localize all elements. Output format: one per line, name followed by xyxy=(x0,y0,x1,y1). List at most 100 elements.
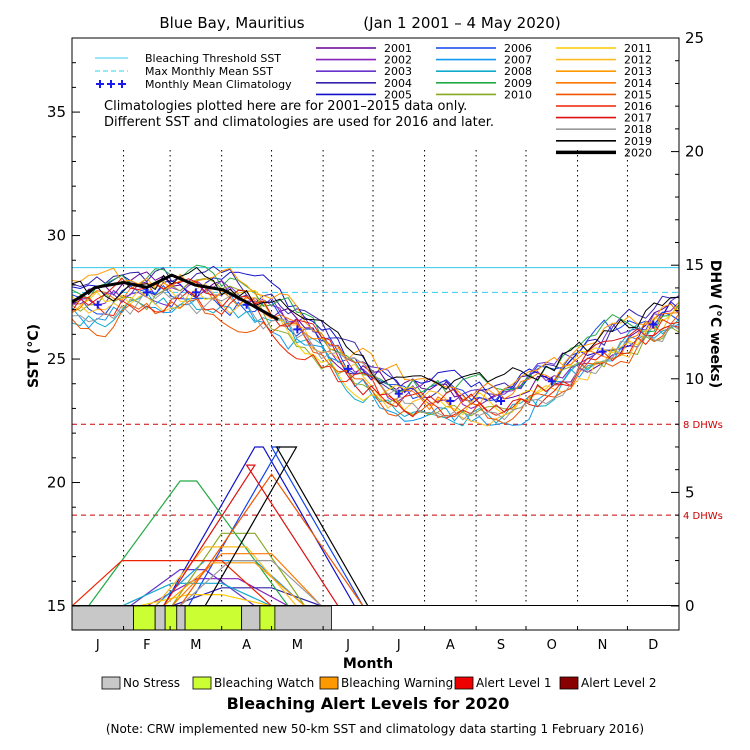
legend-year-label: 2015 xyxy=(624,88,652,101)
legend-label: Bleaching Threshold SST xyxy=(145,52,281,65)
x-tick-label: A xyxy=(446,638,455,653)
y-left-tick-label: 15 xyxy=(47,597,66,615)
dhw-line-2016 xyxy=(72,559,679,606)
climatology-marker xyxy=(497,397,506,406)
sst-line-2008 xyxy=(72,291,679,427)
x-tick-label: J xyxy=(345,638,350,653)
footnote: (Note: CRW implemented new 50-km SST and… xyxy=(105,722,645,736)
x-tick-label: M xyxy=(190,638,201,653)
legend-climatology-marker xyxy=(96,80,104,88)
alert-legend-label: Bleaching Watch xyxy=(214,676,314,690)
legend-label: Monthly Mean Climatology xyxy=(145,78,292,91)
sst-line-2007 xyxy=(72,292,679,427)
legend-year-label: 2004 xyxy=(384,77,412,90)
alert-segment xyxy=(259,605,276,631)
sst-line-2018 xyxy=(72,288,679,421)
sst-line-2014 xyxy=(72,280,679,413)
legend-climatology-marker xyxy=(118,80,126,88)
legend-year-label: 2009 xyxy=(504,77,532,90)
alert-legend-label: Alert Level 2 xyxy=(581,676,657,690)
dhw-threshold-label: 8 DHWs xyxy=(683,420,723,431)
sst-line-2015 xyxy=(72,298,679,425)
y-right-tick-label: 20 xyxy=(685,143,704,161)
alert-level-legend: No Stress Bleaching Watch Bleaching Warnin… xyxy=(101,676,657,690)
legend-year-label: 2016 xyxy=(624,100,652,113)
dhw-series-lines xyxy=(72,446,679,606)
legend-year-label: 2020 xyxy=(624,146,652,159)
chart-title: Blue Bay, Mauritius xyxy=(159,14,304,32)
dhw-line-2002 xyxy=(72,578,679,606)
x-tick-label: D xyxy=(648,638,658,653)
y-left-tick-label: 30 xyxy=(47,227,66,245)
y-right-tick-label: 5 xyxy=(685,483,695,501)
climatology-marker xyxy=(293,325,302,334)
x-axis-label: Month xyxy=(343,656,393,672)
dhw-line-2018 xyxy=(72,559,679,606)
x-tick-label: O xyxy=(547,638,557,653)
alert-segment xyxy=(71,605,134,631)
alert-legend-swatch xyxy=(559,676,579,690)
dhw-line-2003 xyxy=(72,568,679,606)
legend-year-label: 2001 xyxy=(384,42,412,55)
legend-year-label: 2007 xyxy=(504,54,532,67)
x-tick-label: J xyxy=(396,638,401,653)
climatology-note-line-2: Different SST and climatologies are used… xyxy=(104,115,494,130)
climatology-marker xyxy=(649,320,658,329)
x-tick-label: M xyxy=(292,638,303,653)
climatology-marker xyxy=(394,389,403,398)
alert-legend-label: Alert Level 1 xyxy=(476,676,552,690)
y-right-tick-label: 10 xyxy=(685,370,704,388)
legend-year-label: 2005 xyxy=(384,88,412,101)
dhw-line-2013 xyxy=(72,562,679,606)
sst-series-lines xyxy=(72,264,679,427)
dhw-line-2012 xyxy=(72,546,679,606)
legend-year-label: 2017 xyxy=(624,112,652,125)
legend-year-label: 2013 xyxy=(624,65,652,78)
axes: J F M A M J J A S O N D 15 20 25 30 35 0 5 10 15 20 25 xyxy=(47,29,704,653)
alert-segment xyxy=(133,605,156,631)
alert-legend-swatch xyxy=(319,676,339,690)
dhw-line-2005 xyxy=(72,446,679,606)
dhw-line-2019 xyxy=(72,446,679,606)
legend-year-label: 2010 xyxy=(504,88,532,101)
y-left-tick-label: 20 xyxy=(47,474,66,492)
legend-year-label: 2014 xyxy=(624,77,652,90)
dhw-line-2008 xyxy=(72,582,679,606)
climatology-markers xyxy=(93,288,658,406)
legend-year-label: 2019 xyxy=(624,135,652,148)
y-left-tick-label: 25 xyxy=(47,350,66,368)
dhw-line-2017 xyxy=(72,464,679,606)
climatology-marker xyxy=(191,288,200,297)
chart-date-range: (Jan 1 2001 – 4 May 2020) xyxy=(363,14,560,32)
alert-segment xyxy=(154,605,166,631)
month-gridlines xyxy=(123,150,628,606)
climatology-marker xyxy=(598,347,607,356)
alert-segment xyxy=(241,605,261,631)
legend-year-label: 2008 xyxy=(504,65,532,78)
climatology-note-line-1: Climatologies plotted here are for 2001–… xyxy=(104,99,467,114)
legend-year-label: 2002 xyxy=(384,54,412,67)
climatology-marker xyxy=(93,300,102,309)
dhw-line-2010 xyxy=(72,532,679,606)
sst-line-2009 xyxy=(72,264,679,394)
reference-lines: 8 DHWs 4 DHWs xyxy=(72,267,723,522)
alert-legend-label: Bleaching Warning xyxy=(341,676,453,690)
x-tick-label: N xyxy=(598,638,608,653)
dhw-line-2011 xyxy=(72,593,679,606)
legend-year-label: 2018 xyxy=(624,123,652,136)
x-tick-label: J xyxy=(95,638,100,653)
alert-segment xyxy=(274,605,332,631)
dhw-line-2004 xyxy=(72,587,679,606)
legend-year-label: 2011 xyxy=(624,42,652,55)
dhw-threshold-label: 4 DHWs xyxy=(683,511,723,522)
climatology-marker xyxy=(344,364,353,373)
sst-line-2020 xyxy=(72,273,279,321)
series-2020-group xyxy=(72,273,679,606)
y-left-tick-label: 35 xyxy=(47,103,66,121)
sst-line-2006 xyxy=(72,284,679,402)
dhw-line-2006 xyxy=(72,446,679,606)
alert-segment xyxy=(176,605,186,631)
y-right-tick-label: 15 xyxy=(685,256,704,274)
sst-line-2011 xyxy=(72,280,679,416)
